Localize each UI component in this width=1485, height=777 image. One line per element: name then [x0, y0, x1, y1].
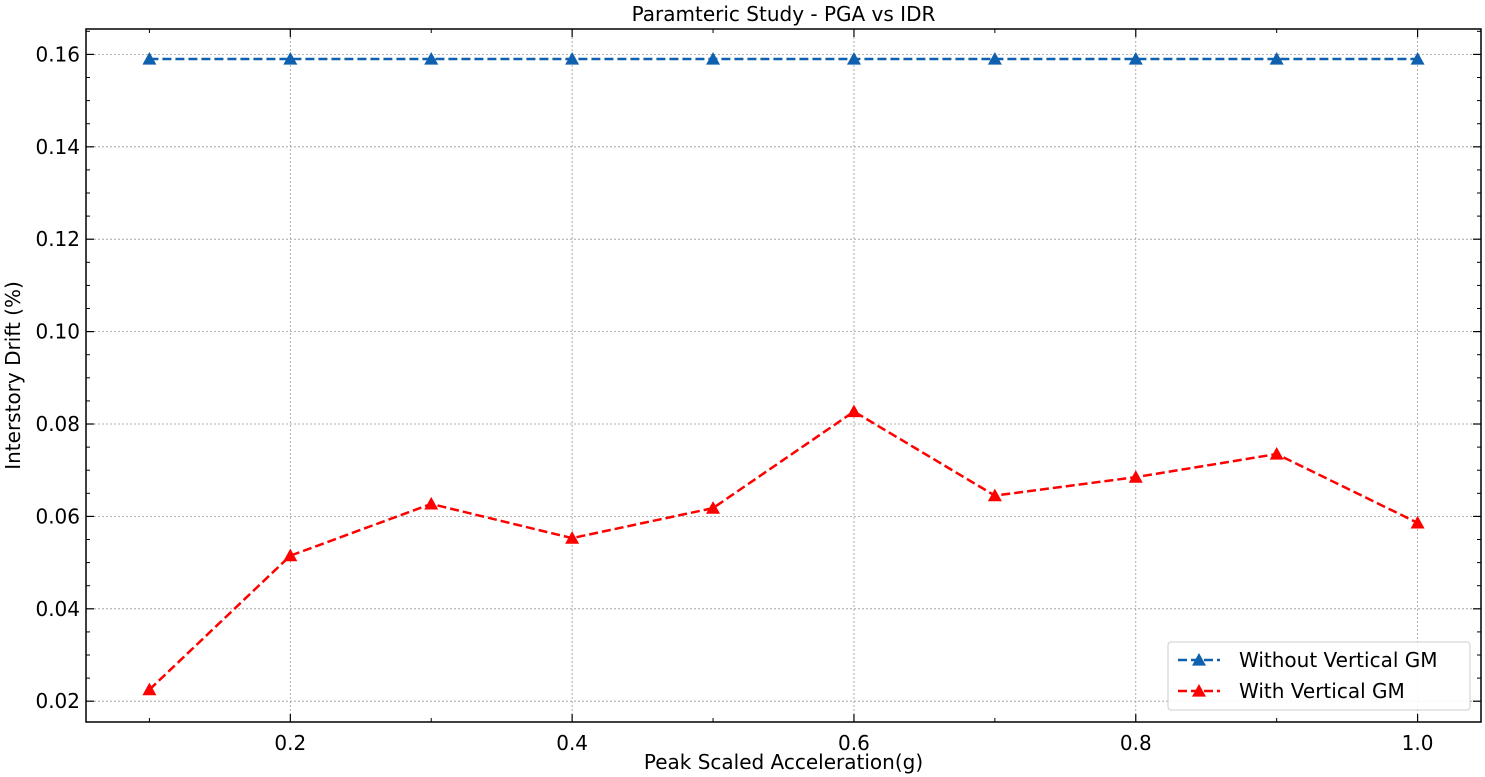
- data-point-marker: [846, 52, 861, 65]
- data-point-marker: [987, 488, 1002, 502]
- legend-item: With Vertical GM: [1178, 679, 1405, 703]
- data-point-marker: [1269, 447, 1284, 460]
- y-tick-label: 0.14: [35, 135, 80, 159]
- y-tick-label: 0.04: [35, 597, 80, 621]
- x-tick-label: 1.0: [1402, 731, 1434, 755]
- axis-ticks: [86, 29, 1481, 722]
- data-point-marker: [846, 404, 861, 418]
- data-point-marker: [424, 496, 439, 510]
- chart-title: Paramteric Study - PGA vs IDR: [632, 2, 936, 26]
- series-layer: [142, 52, 1425, 696]
- legend-box: [1167, 641, 1471, 711]
- data-point-marker: [142, 52, 157, 65]
- data-point-marker: [1128, 52, 1143, 65]
- y-axis-title: Interstory Drift (%): [1, 281, 25, 470]
- legend-label: Without Vertical GM: [1239, 648, 1438, 672]
- y-tick-label: 0.16: [35, 42, 80, 66]
- legend: Without Vertical GM With Vertical GM: [1167, 641, 1471, 711]
- series-1: [142, 52, 1425, 65]
- x-tick-label: 0.8: [1120, 731, 1152, 755]
- data-point-marker: [1128, 470, 1143, 483]
- plot-frame: [85, 28, 1482, 723]
- y-tick-label: 0.10: [35, 320, 80, 344]
- series-line: [148, 410, 1419, 691]
- x-tick-label: 0.2: [274, 731, 306, 755]
- data-point-marker: [706, 52, 721, 65]
- legend-marker: [1192, 684, 1206, 697]
- y-tick-label: 0.08: [35, 412, 80, 436]
- x-tick-label: 0.6: [838, 731, 870, 755]
- data-point-marker: [565, 531, 580, 544]
- data-point-marker: [987, 52, 1002, 65]
- data-point-marker: [565, 52, 580, 65]
- legend-item: Without Vertical GM: [1178, 648, 1438, 672]
- y-tick-label: 0.12: [35, 227, 80, 251]
- data-point-marker: [1410, 515, 1425, 529]
- x-axis-title: Peak Scaled Acceleration(g): [644, 750, 923, 774]
- data-point-marker: [1269, 52, 1284, 65]
- legend-label: With Vertical GM: [1239, 679, 1405, 703]
- data-point-marker: [424, 52, 439, 65]
- data-point-marker: [142, 682, 157, 696]
- x-tick-label: 0.4: [556, 731, 588, 755]
- tick-labels: 0.2 0.4 0.6 0.8 1.0 0.02 0.04 0.06 0.08 0.10 0.12 0…: [35, 42, 1433, 755]
- y-tick-label: 0.06: [35, 504, 80, 528]
- data-point-marker: [283, 548, 298, 562]
- data-point-marker: [706, 501, 721, 514]
- data-point-marker: [1410, 52, 1425, 65]
- grid-lines: [86, 29, 1481, 722]
- legend-marker: [1192, 653, 1206, 666]
- y-tick-label: 0.02: [35, 689, 80, 713]
- series-2: [142, 404, 1425, 696]
- data-point-marker: [283, 52, 298, 65]
